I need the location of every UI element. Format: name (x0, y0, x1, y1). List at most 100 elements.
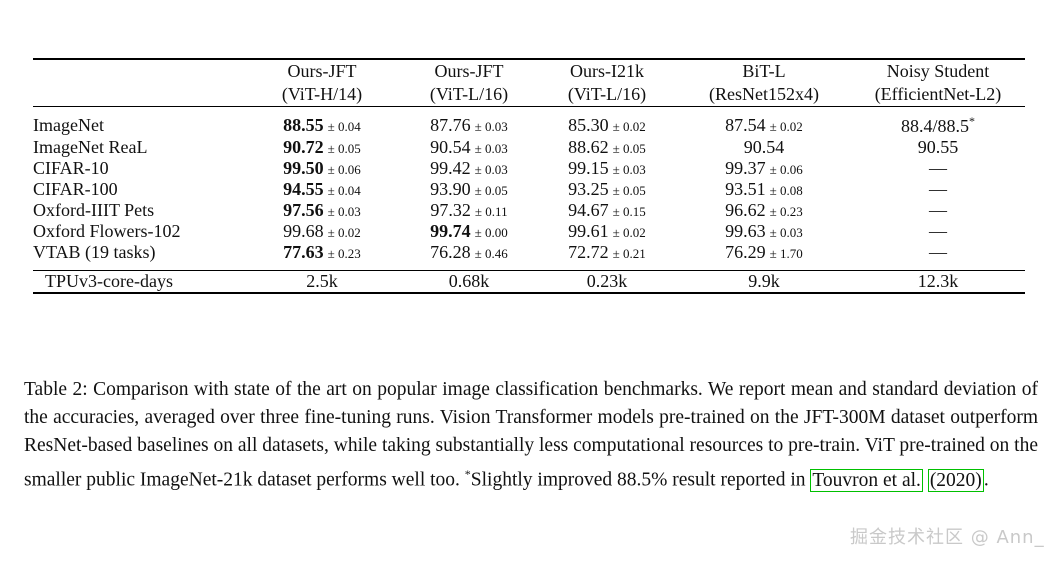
compute-cell: 0.23k (537, 270, 677, 293)
metric-cell: 90.54 (677, 137, 851, 158)
row-label: CIFAR-100 (33, 179, 118, 199)
compute-cell: 0.68k (401, 270, 537, 293)
metric-stddev: ± 0.11 (474, 204, 508, 219)
metric-stddev: ± 0.08 (769, 183, 803, 198)
table-caption: Table 2: Comparison with state of the ar… (24, 379, 1038, 492)
metric-cell: 88.4/88.5* (851, 107, 1025, 138)
footer-row: TPUv3-core-days 2.5k 0.68k 0.23k 9.9k 12.3k (33, 270, 1025, 293)
column-header-0: Ours-JFT (ViT-H/14) (243, 59, 401, 107)
column-header-arch: (EfficientNet-L2) (874, 84, 1002, 104)
table-row: ImageNet ReaL 90.72 ± 0.05 90.54 ± 0.03 88.62… (33, 137, 1025, 158)
metric-value: — (929, 158, 947, 178)
metric-stddev: ± 0.46 (474, 246, 508, 261)
metric-value: 99.37 (725, 158, 766, 178)
metric-value: 90.55 (917, 137, 959, 157)
metric-value: 99.68 (283, 221, 324, 241)
metric-cell: 99.61 ± 0.02 (537, 221, 677, 242)
metric-value: 97.32 (430, 200, 471, 220)
corner-cell (33, 59, 243, 107)
metric-cell: 94.55 ± 0.04 (243, 179, 401, 200)
metric-cell: 90.55 (851, 137, 1025, 158)
compute-cell: 9.9k (677, 270, 851, 293)
metric-stddev: ± 0.06 (769, 162, 803, 177)
metric-cell: 87.76 ± 0.03 (401, 107, 537, 138)
metric-cell: 99.63 ± 0.03 (677, 221, 851, 242)
metric-value: 72.72 (568, 242, 609, 262)
table-head: Ours-JFT (ViT-H/14) Ours-JFT (ViT-L/16) Ours… (33, 59, 1025, 107)
metric-stddev: ± 0.02 (612, 225, 646, 240)
metric-stddev: ± 0.03 (474, 162, 508, 177)
metric-cell: 99.37 ± 0.06 (677, 158, 851, 179)
column-header-model: Ours-I21k (570, 61, 644, 81)
row-label: Oxford-IIIT Pets (33, 200, 155, 220)
column-header-arch: (ResNet152x4) (709, 84, 819, 104)
table-row: VTAB (19 tasks) 77.63 ± 0.23 76.28 ± 0.46 72.… (33, 242, 1025, 271)
metric-stddev: ± 0.03 (474, 119, 508, 134)
metric-value: 94.55 (283, 179, 324, 199)
metric-stddev: ± 0.05 (474, 183, 508, 198)
row-label: ImageNet (33, 115, 104, 135)
citation-link[interactable]: (2020) (927, 468, 984, 492)
citation-link[interactable]: Touvron et al. (810, 468, 923, 492)
metric-value: 90.72 (283, 137, 324, 157)
metric-cell: 87.54 ± 0.02 (677, 107, 851, 138)
metric-cell: 93.25 ± 0.05 (537, 179, 677, 200)
table-row: CIFAR-10 99.50 ± 0.06 99.42 ± 0.03 99.15 ± 0.0… (33, 158, 1025, 179)
column-header-arch: (ViT-H/14) (281, 84, 363, 104)
metric-stddev: ± 0.04 (327, 183, 361, 198)
superscript-star: * (969, 114, 975, 128)
metric-value: 93.25 (568, 179, 609, 199)
metric-cell: 90.72 ± 0.05 (243, 137, 401, 158)
metric-cell: 99.74 ± 0.00 (401, 221, 537, 242)
table-row: ImageNet 88.55 ± 0.04 87.76 ± 0.03 85.30 ± 0.0… (33, 107, 1025, 138)
metric-cell: 97.32 ± 0.11 (401, 200, 537, 221)
metric-cell: 85.30 ± 0.02 (537, 107, 677, 138)
table-row: Oxford Flowers-102 99.68 ± 0.02 99.74 ± 0.00… (33, 221, 1025, 242)
metric-value: 99.74 (430, 221, 471, 241)
metric-stddev: ± 0.06 (327, 162, 361, 177)
compute-cell: 2.5k (243, 270, 401, 293)
metric-stddev: ± 0.03 (474, 141, 508, 156)
metric-cell: 93.90 ± 0.05 (401, 179, 537, 200)
metric-stddev: ± 1.70 (769, 246, 803, 261)
metric-cell: 88.55 ± 0.04 (243, 107, 401, 138)
metric-cell: 76.29 ± 1.70 (677, 242, 851, 271)
metric-stddev: ± 0.23 (769, 204, 803, 219)
metric-stddev: ± 0.05 (612, 141, 646, 156)
metric-value: 94.67 (568, 200, 609, 220)
metric-value: 90.54 (743, 137, 785, 157)
metric-stddev: ± 0.02 (769, 119, 803, 134)
row-label: CIFAR-10 (33, 158, 109, 178)
metric-value: — (929, 242, 947, 262)
row-label: ImageNet ReaL (33, 137, 148, 157)
metric-value: 87.54 (725, 115, 766, 135)
metric-cell: — (851, 242, 1025, 271)
metric-cell: 99.15 ± 0.03 (537, 158, 677, 179)
metric-value: 99.42 (430, 158, 471, 178)
table-row: Oxford-IIIT Pets 97.56 ± 0.03 97.32 ± 0.11 94… (33, 200, 1025, 221)
metric-value: 76.28 (430, 242, 471, 262)
metric-stddev: ± 0.05 (327, 141, 361, 156)
metric-cell: — (851, 158, 1025, 179)
row-label: VTAB (19 tasks) (33, 242, 156, 262)
metric-cell: — (851, 221, 1025, 242)
metric-value: 90.54 (430, 137, 471, 157)
metric-cell: 77.63 ± 0.23 (243, 242, 401, 271)
metric-value: 85.30 (568, 115, 609, 135)
metric-stddev: ± 0.03 (612, 162, 646, 177)
metric-value: 93.90 (430, 179, 471, 199)
metric-value: 99.63 (725, 221, 766, 241)
metric-value: 99.61 (568, 221, 609, 241)
metric-value: 96.62 (725, 200, 766, 220)
metric-cell: 99.42 ± 0.03 (401, 158, 537, 179)
metric-stddev: ± 0.03 (327, 204, 361, 219)
metric-stddev: ± 0.00 (474, 225, 508, 240)
metric-cell: 99.68 ± 0.02 (243, 221, 401, 242)
metric-cell: 90.54 ± 0.03 (401, 137, 537, 158)
metric-cell: 96.62 ± 0.23 (677, 200, 851, 221)
metric-value: 99.50 (283, 158, 324, 178)
metric-cell: — (851, 179, 1025, 200)
footer-row-label: TPUv3-core-days (33, 270, 243, 293)
metric-value: 99.15 (568, 158, 609, 178)
